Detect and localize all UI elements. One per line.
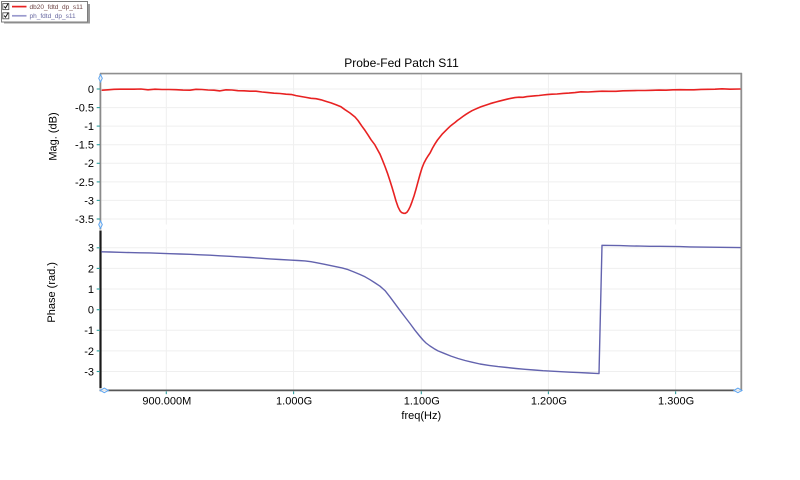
svg-text:Mag. (dB): Mag. (dB) xyxy=(48,112,60,160)
svg-text:1.000G: 1.000G xyxy=(276,396,312,408)
svg-text:Phase (rad.): Phase (rad.) xyxy=(46,262,58,323)
svg-text:900.000M: 900.000M xyxy=(142,396,191,408)
svg-text:-2.5: -2.5 xyxy=(75,177,94,189)
svg-text:-1: -1 xyxy=(84,121,94,133)
svg-text:-1: -1 xyxy=(84,325,94,337)
svg-text:-2: -2 xyxy=(84,158,94,170)
svg-text:1.100G: 1.100G xyxy=(404,396,440,408)
svg-text:2: 2 xyxy=(88,263,94,275)
svg-text:0: 0 xyxy=(88,305,94,317)
svg-text:-3: -3 xyxy=(84,366,94,378)
svg-text:ph_fdtd_dp_s11: ph_fdtd_dp_s11 xyxy=(30,13,77,20)
svg-text:1: 1 xyxy=(88,284,94,296)
svg-text:-3: -3 xyxy=(84,195,94,207)
svg-text:3: 3 xyxy=(88,243,94,255)
svg-text:Probe-Fed Patch S11: Probe-Fed Patch S11 xyxy=(344,56,459,70)
svg-text:-3.5: -3.5 xyxy=(75,214,94,226)
svg-text:1.300G: 1.300G xyxy=(658,396,694,408)
svg-text:1.200G: 1.200G xyxy=(531,396,567,408)
svg-text:-1.5: -1.5 xyxy=(75,140,94,152)
svg-text:-0.5: -0.5 xyxy=(75,103,94,115)
svg-text:-2: -2 xyxy=(84,346,94,358)
svg-text:db20_fdtd_dp_s11: db20_fdtd_dp_s11 xyxy=(30,4,84,11)
svg-text:freq(Hz): freq(Hz) xyxy=(401,410,441,422)
svg-text:0: 0 xyxy=(88,84,94,96)
